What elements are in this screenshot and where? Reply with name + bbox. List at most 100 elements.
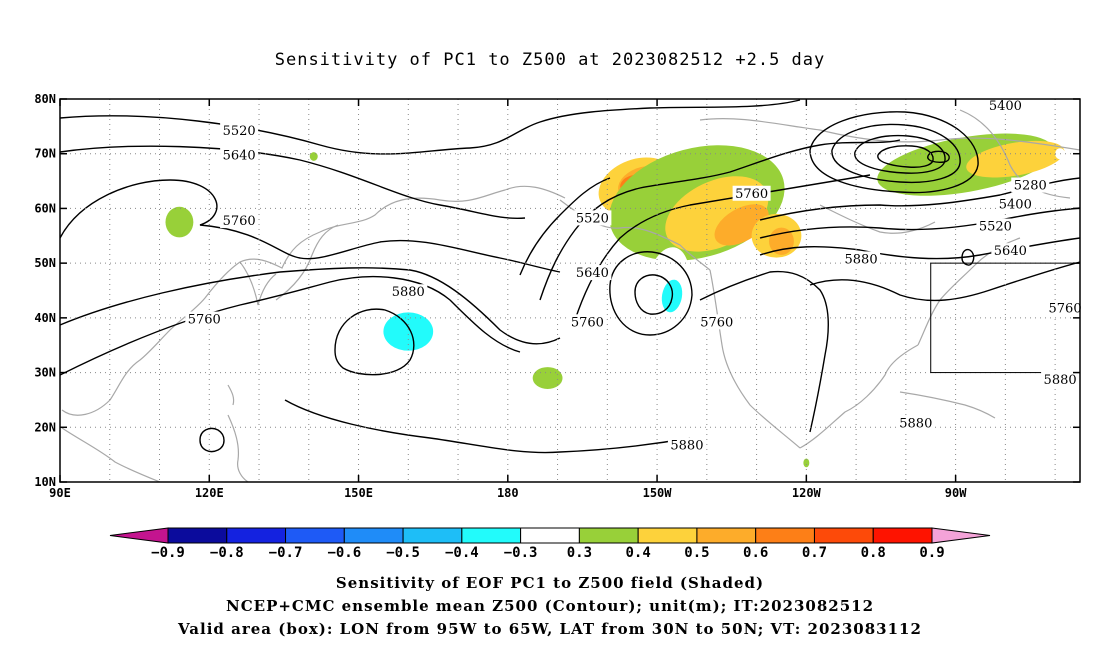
contour-5640-east <box>759 237 1080 260</box>
contour-label-18: 5520 <box>979 220 1012 235</box>
shaded-region-16 <box>383 312 434 351</box>
colorbar-swatch-0 <box>167 527 228 544</box>
contour-low-core <box>927 150 950 163</box>
contour-label-9: 5760 <box>735 187 768 202</box>
colorbar-label-5: −0.4 <box>445 545 479 561</box>
shaded-region-12 <box>532 367 563 389</box>
colorbar-label-3: −0.6 <box>327 545 361 561</box>
coast-philippines <box>227 414 249 482</box>
colorbar-label-6: −0.3 <box>504 545 538 561</box>
sensitivity-shading <box>165 131 1066 468</box>
contour-label-bg-15 <box>986 98 1025 114</box>
colorbar-swatch-4 <box>402 527 463 544</box>
contour-label-bg-9 <box>732 185 771 201</box>
colorbar-swatch-11 <box>813 527 874 544</box>
contour-label-bg-6 <box>573 265 612 281</box>
colorbar-swatch-3 <box>343 527 404 544</box>
colorbar-swatch-6 <box>520 527 580 544</box>
contour-label-1: 5640 <box>223 148 256 163</box>
colorbar-swatch-8 <box>637 527 698 544</box>
contour-5760-east <box>809 261 1080 302</box>
contour-small-east <box>961 248 975 266</box>
lat-tick-label-3: 50N <box>34 256 56 270</box>
lat-tick-label-0: 80N <box>34 92 56 106</box>
coast-caribbean <box>899 391 996 419</box>
contour-label-bg-16 <box>1011 177 1050 193</box>
contour-label-5: 5520 <box>576 211 609 226</box>
colorbar-label-11: 0.7 <box>802 545 827 561</box>
shaded-region-27 <box>229 409 250 423</box>
contour-label-bg-14 <box>1046 300 1085 316</box>
colorbar-swatch-1 <box>226 527 287 544</box>
contour-5760-mid <box>60 267 561 345</box>
contour-label-13: 5880 <box>1044 373 1077 388</box>
contour-label-10: 5880 <box>845 252 878 267</box>
colorbar-swatch-7 <box>578 527 639 544</box>
coast-korea <box>239 261 277 306</box>
contour-label-bg-5 <box>573 210 612 226</box>
colorbar-high-triangle <box>931 527 991 544</box>
contour-label-19: 5640 <box>994 244 1027 259</box>
colorbar-label-13: 0.9 <box>919 545 944 561</box>
contour-label-bg-3 <box>185 311 224 327</box>
colorbar-label-4: −0.5 <box>386 545 420 561</box>
colorbar-swatch-5 <box>461 527 522 544</box>
map-title: Sensitivity of PC1 to Z500 at 2023082512… <box>274 50 826 70</box>
contour-label-12: 5880 <box>899 417 932 432</box>
colorbar-label-7: 0.3 <box>567 545 592 561</box>
contour-label-bg-13 <box>1041 371 1080 387</box>
contour-label-17: 5400 <box>999 198 1032 213</box>
shaded-region-14 <box>803 458 810 468</box>
contour-label-4: 5880 <box>392 285 425 300</box>
contour-5520-east <box>759 207 1080 239</box>
contour-label-14: 5760 <box>1049 302 1082 317</box>
contour-label-bg-18 <box>976 218 1015 234</box>
contour-label-bg-0 <box>220 122 259 138</box>
colorbar-swatch-9 <box>696 527 757 544</box>
contour-label-15: 5400 <box>989 99 1022 114</box>
map-frame <box>59 98 1081 483</box>
colorbar-swatch-2 <box>285 527 345 544</box>
lat-tick-label-7: 10N <box>34 475 56 489</box>
contour-label-bg-19 <box>991 243 1030 259</box>
lat-tick-label-1: 70N <box>34 147 56 161</box>
colorbar-label-9: 0.5 <box>684 545 709 561</box>
contour-low-ring-1 <box>809 111 979 194</box>
shaded-region-13 <box>309 152 318 161</box>
coast-japan <box>275 224 339 301</box>
contour-low-ring-2 <box>831 123 961 184</box>
lat-tick-label-2: 60N <box>34 201 56 215</box>
shaded-region-21 <box>482 238 503 255</box>
contour-labels: 5520 5640 5760 5760 5880 5520 5640 5760 5760 5760… <box>185 98 1085 453</box>
colorbar: −0.9 −0.8 −0.7 −0.6 −0.5 −0.4 −0.3 0.3 0.4 0.5 0.6… <box>109 527 991 561</box>
lat-tick-label-4: 40N <box>34 311 56 325</box>
contour-5880-south <box>284 399 691 454</box>
contour-5640-west <box>60 145 526 220</box>
contour-label-bg-1 <box>220 147 259 163</box>
contour-label-bg-11 <box>667 437 706 453</box>
lon-tick-label-1: 120E <box>195 486 224 500</box>
lon-tick-label-0: 90E <box>49 486 71 500</box>
contour-ridge-2 <box>574 174 871 321</box>
coastlines <box>61 109 1080 482</box>
coast-asia <box>61 185 566 416</box>
colorbar-label-2: −0.7 <box>269 545 303 561</box>
contour-label-11: 5880 <box>670 438 703 453</box>
shaded-region-17 <box>443 271 493 299</box>
contour-label-8: 5760 <box>700 315 733 330</box>
coast-greenland <box>959 109 1071 199</box>
colorbar-low-triangle <box>109 527 169 544</box>
caption-line-3: Valid area (box): LON from 95W to 65W, L… <box>178 620 922 638</box>
shaded-region-11 <box>165 206 194 238</box>
lat-tick-label-6: 20N <box>34 420 56 434</box>
contour-label-bg-12 <box>896 415 935 431</box>
caption-line-2: NCEP+CMC ensemble mean Z500 (Contour); u… <box>226 597 874 615</box>
contour-label-bg-8 <box>697 314 736 330</box>
lat-tick-label-5: 30N <box>34 366 56 380</box>
contour-label-7: 5760 <box>571 315 604 330</box>
contour-label-bg-17 <box>996 196 1035 212</box>
lon-tick-label-5: 120W <box>792 486 822 500</box>
contour-label-0: 5520 <box>223 124 256 139</box>
contour-label-bg-4 <box>389 284 428 300</box>
